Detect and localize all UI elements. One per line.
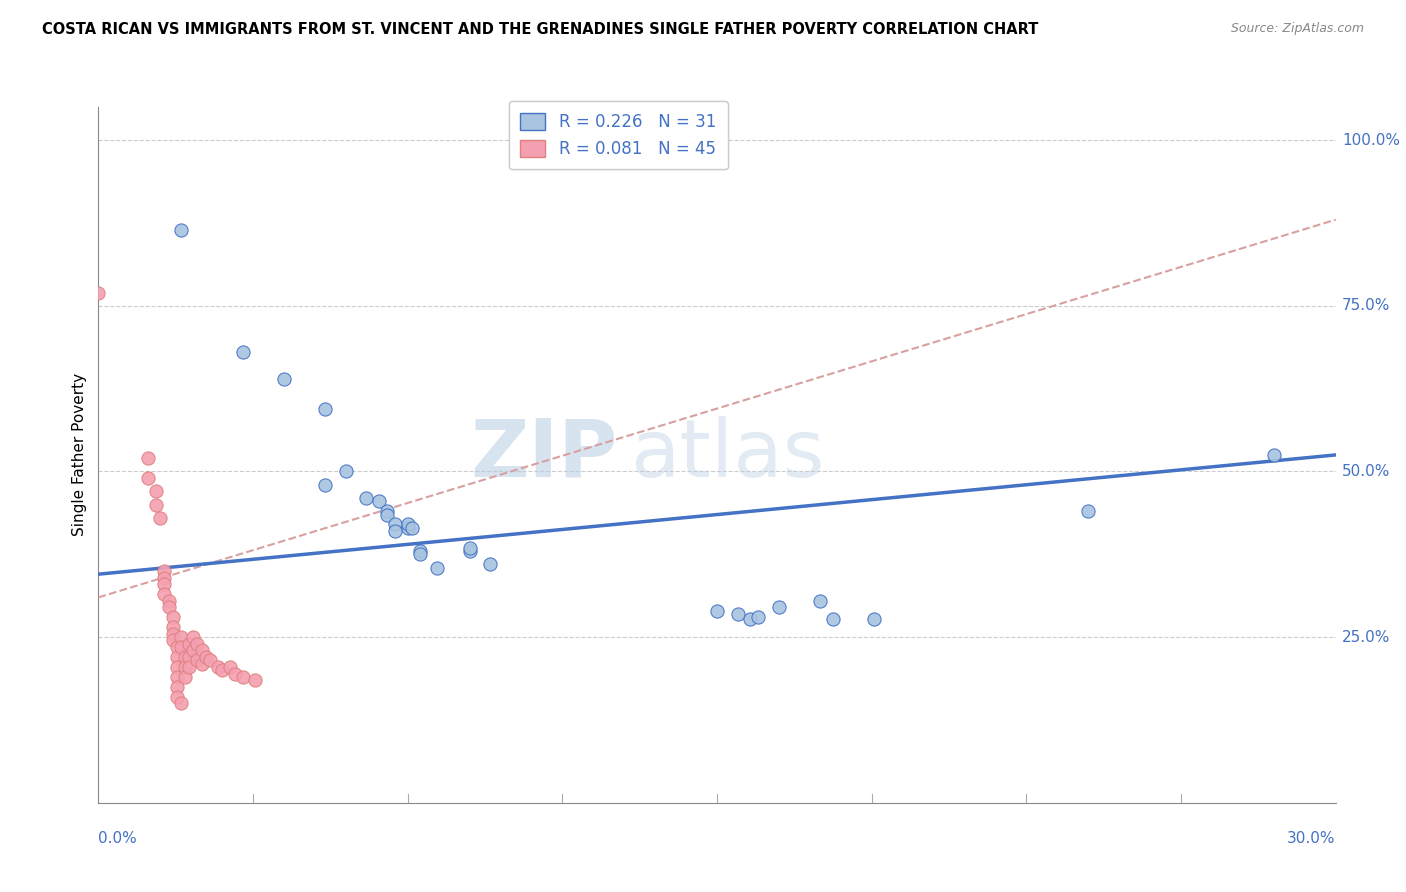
Point bbox=[1077, 504, 1099, 518]
Point bbox=[170, 640, 193, 654]
Point bbox=[166, 680, 188, 694]
Point bbox=[87, 285, 110, 300]
Point bbox=[211, 663, 233, 677]
Point bbox=[224, 666, 246, 681]
Point bbox=[166, 640, 188, 654]
Point bbox=[174, 650, 197, 665]
Point bbox=[181, 643, 204, 657]
Point bbox=[166, 690, 188, 704]
Point bbox=[181, 630, 204, 644]
Point bbox=[170, 697, 193, 711]
Text: 100.0%: 100.0% bbox=[1341, 133, 1400, 148]
Point bbox=[808, 593, 831, 607]
Point bbox=[458, 541, 481, 555]
Point bbox=[243, 673, 266, 688]
Point bbox=[232, 670, 254, 684]
Point bbox=[198, 653, 221, 667]
Point bbox=[458, 544, 481, 558]
Text: Source: ZipAtlas.com: Source: ZipAtlas.com bbox=[1230, 22, 1364, 36]
Point bbox=[162, 620, 184, 634]
Point bbox=[190, 643, 212, 657]
Point bbox=[186, 653, 208, 667]
Point bbox=[768, 600, 790, 615]
Point bbox=[314, 401, 336, 416]
Point bbox=[174, 660, 197, 674]
Point bbox=[862, 611, 884, 625]
Y-axis label: Single Father Poverty: Single Father Poverty bbox=[72, 374, 87, 536]
Point bbox=[145, 498, 167, 512]
Point bbox=[727, 607, 749, 621]
Point bbox=[232, 345, 254, 359]
Text: atlas: atlas bbox=[630, 416, 825, 494]
Point bbox=[375, 504, 398, 518]
Point bbox=[706, 604, 728, 618]
Point bbox=[179, 660, 201, 674]
Point bbox=[738, 611, 761, 625]
Point bbox=[170, 222, 193, 236]
Text: COSTA RICAN VS IMMIGRANTS FROM ST. VINCENT AND THE GRENADINES SINGLE FATHER POVE: COSTA RICAN VS IMMIGRANTS FROM ST. VINCE… bbox=[42, 22, 1039, 37]
Point bbox=[1263, 448, 1285, 462]
Point bbox=[157, 593, 180, 607]
Point bbox=[166, 660, 188, 674]
Point bbox=[409, 544, 432, 558]
Text: 30.0%: 30.0% bbox=[1288, 830, 1336, 846]
Point bbox=[479, 558, 502, 572]
Text: 25.0%: 25.0% bbox=[1341, 630, 1391, 645]
Point bbox=[375, 508, 398, 522]
Point bbox=[157, 600, 180, 615]
Point bbox=[356, 491, 378, 505]
Text: ZIP: ZIP bbox=[471, 416, 619, 494]
Point bbox=[747, 610, 769, 624]
Point bbox=[190, 657, 212, 671]
Point bbox=[367, 494, 389, 508]
Point bbox=[166, 670, 188, 684]
Point bbox=[162, 633, 184, 648]
Point bbox=[384, 517, 406, 532]
Point bbox=[273, 372, 295, 386]
Point bbox=[186, 637, 208, 651]
Point bbox=[314, 477, 336, 491]
Point bbox=[426, 560, 449, 574]
Point bbox=[153, 577, 176, 591]
Text: 75.0%: 75.0% bbox=[1341, 298, 1391, 313]
Point bbox=[401, 521, 423, 535]
Point bbox=[396, 521, 419, 535]
Point bbox=[821, 611, 844, 625]
Point bbox=[166, 650, 188, 665]
Text: 0.0%: 0.0% bbox=[98, 830, 138, 846]
Point bbox=[162, 627, 184, 641]
Point bbox=[396, 517, 419, 532]
Point bbox=[136, 451, 159, 466]
Point bbox=[179, 650, 201, 665]
Point bbox=[170, 630, 193, 644]
Legend: R = 0.226   N = 31, R = 0.081   N = 45: R = 0.226 N = 31, R = 0.081 N = 45 bbox=[509, 102, 727, 169]
Point bbox=[136, 471, 159, 485]
Text: 50.0%: 50.0% bbox=[1341, 464, 1391, 479]
Point bbox=[219, 660, 242, 674]
Point bbox=[153, 570, 176, 584]
Point bbox=[179, 637, 201, 651]
Point bbox=[149, 511, 172, 525]
Point bbox=[174, 670, 197, 684]
Point bbox=[153, 564, 176, 578]
Point bbox=[145, 484, 167, 499]
Point bbox=[194, 650, 217, 665]
Point bbox=[162, 610, 184, 624]
Point bbox=[384, 524, 406, 538]
Point bbox=[409, 547, 432, 561]
Point bbox=[207, 660, 229, 674]
Point bbox=[153, 587, 176, 601]
Point bbox=[335, 465, 357, 479]
